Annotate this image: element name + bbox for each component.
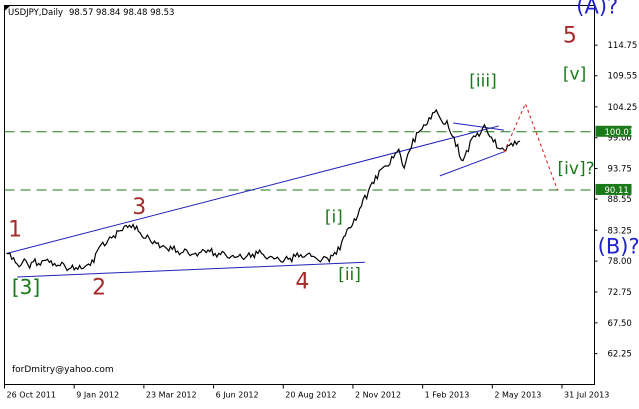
y-tick-label: 62.25	[608, 350, 632, 360]
wave-label: [ii]	[338, 265, 361, 285]
y-tick-label: 104.25	[608, 103, 638, 113]
header-arrow-icon	[4, 6, 10, 11]
wave-label: 5	[563, 24, 577, 49]
wave-label: 2	[92, 276, 106, 301]
header-symbol: USDJPY,Daily	[8, 8, 63, 18]
price-label-box	[595, 183, 632, 195]
x-tick-label: 20 Aug 2012	[285, 391, 336, 400]
y-tick-label: 72.75	[608, 288, 632, 298]
y-tick-label: 78.00	[608, 257, 632, 267]
wave-label: 4	[295, 270, 309, 295]
x-tick-label: 9 Jan 2012	[76, 391, 119, 400]
trendline	[453, 122, 505, 131]
watermark: forDmitry@yahoo.com	[12, 365, 114, 375]
header-ohlc: 98.57 98.84 98.48 98.53	[69, 8, 174, 18]
trendline	[439, 151, 505, 177]
y-tick-label: 93.75	[608, 165, 632, 175]
x-tick-label: 2 May 2013	[494, 391, 541, 400]
price-label-text: 90.11	[605, 186, 629, 196]
wave-label: [iii]	[469, 72, 496, 92]
wave-label: [v]	[563, 65, 586, 85]
plot-area-border	[4, 5, 595, 385]
y-tick-label: 99.00	[608, 134, 632, 144]
forecast-path	[503, 102, 558, 191]
y-tick-label: 109.55	[608, 72, 638, 82]
chart-header: USDJPY,Daily 98.57 98.84 98.48 98.53	[8, 8, 174, 18]
price-label-box	[595, 125, 632, 137]
wave-label: 1	[8, 217, 22, 242]
y-tick-label: 67.50	[608, 319, 632, 329]
price-line	[6, 108, 521, 272]
trendline	[6, 125, 499, 254]
x-tick-label: 2 Nov 2012	[355, 391, 401, 400]
price-label-text: 100.01	[605, 128, 635, 138]
wave-label: [3]	[12, 275, 40, 299]
x-tick-label: 26 Oct 2011	[7, 391, 56, 400]
y-tick-label: 114.75	[608, 41, 638, 51]
x-tick-label: 31 Jul 2013	[564, 391, 609, 400]
wave-label: 3	[132, 195, 146, 220]
x-tick-label: 23 Mar 2012	[146, 391, 197, 400]
y-tick-label: 88.55	[608, 195, 632, 205]
x-tick-label: 6 Jun 2012	[216, 391, 259, 400]
wave-label: [i]	[325, 207, 343, 227]
trendline	[17, 261, 365, 278]
wave-label: (B)?	[598, 234, 639, 258]
wave-label: (A)?	[576, 0, 618, 19]
wave-label: [iv]?	[558, 159, 595, 179]
x-tick-label: 1 Feb 2013	[425, 391, 470, 400]
y-tick-label: 83.25	[608, 226, 632, 236]
